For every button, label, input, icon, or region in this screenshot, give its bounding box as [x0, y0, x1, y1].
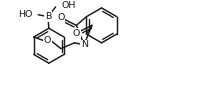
Text: O: O [44, 36, 51, 45]
Text: OH: OH [61, 1, 76, 10]
Text: B: B [45, 12, 51, 21]
Text: HO: HO [18, 10, 32, 19]
Text: O: O [73, 29, 80, 38]
Text: O: O [57, 13, 65, 22]
Text: N: N [81, 40, 88, 49]
